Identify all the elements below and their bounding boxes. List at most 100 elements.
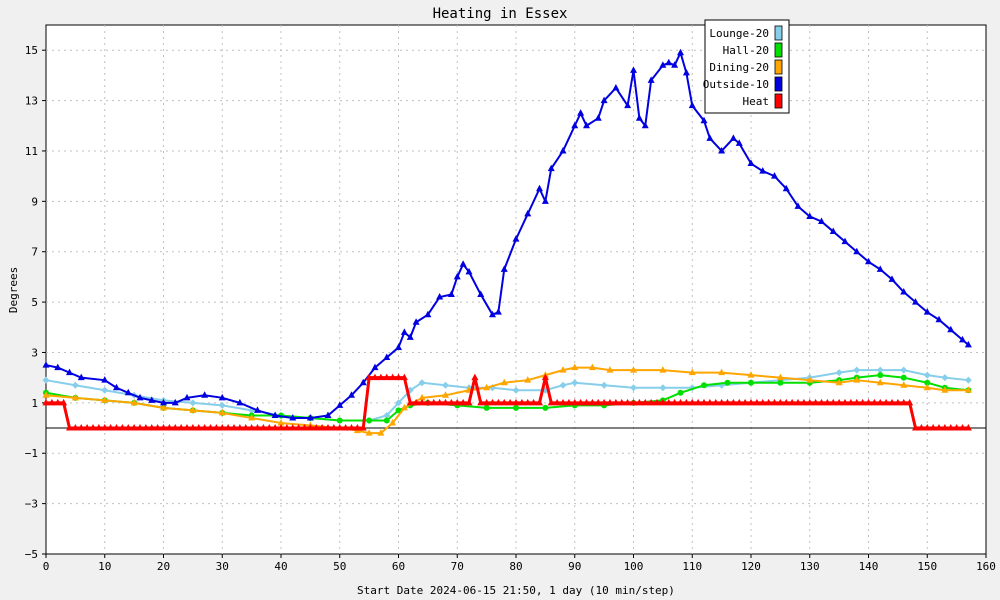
outside-10-point — [818, 217, 825, 224]
hall-20-point — [724, 379, 731, 386]
heat-point — [506, 398, 514, 406]
dining-20-point — [659, 366, 667, 373]
heat-point — [647, 398, 655, 406]
heat-point — [324, 424, 332, 431]
heat-point — [265, 424, 273, 431]
heat-point — [113, 424, 120, 431]
lounge-20-point — [218, 401, 226, 409]
x-tick-label: 40 — [274, 560, 287, 573]
heat-point — [806, 398, 814, 406]
outside-10-point — [477, 290, 485, 298]
heat-point — [865, 398, 872, 406]
heat-point — [259, 424, 267, 431]
series-heat — [42, 373, 972, 431]
heat-point — [224, 424, 232, 431]
outside-10-point — [841, 237, 849, 245]
heat-point — [148, 424, 156, 431]
dining-20-point — [389, 419, 397, 426]
heat-point — [42, 398, 50, 406]
heat-point — [841, 398, 849, 406]
y-tick-label: 9 — [31, 195, 38, 208]
heat-point — [812, 398, 820, 406]
lounge-20-point — [900, 366, 908, 374]
y-tick-label: −5 — [25, 548, 38, 561]
outside-10-point — [600, 96, 608, 104]
outside-10-point — [794, 202, 802, 209]
outside-10-point — [959, 335, 966, 343]
heat-point — [588, 398, 596, 406]
heat-point — [436, 398, 444, 406]
x-tick-label: 160 — [976, 560, 996, 573]
heat-point — [917, 424, 925, 431]
y-tick-label: 11 — [25, 145, 38, 158]
outside-10-point — [718, 146, 726, 154]
x-tick-label: 140 — [859, 560, 879, 573]
heat-point — [724, 398, 731, 406]
outside-10-point — [42, 361, 50, 368]
dining-20-point — [964, 386, 972, 393]
dining-20-point — [853, 376, 861, 383]
outside-10-point — [359, 378, 367, 386]
outside-10-point — [935, 315, 943, 323]
outside-10-point — [54, 363, 62, 371]
legend-label-outside-10: Outside-10 — [703, 78, 769, 91]
outside-10-point — [395, 343, 402, 350]
lounge-20-point — [923, 371, 931, 379]
legend: Lounge-20 Hall-20 Dining-20 Outside-10 Heat — [703, 19, 790, 114]
heat-point — [518, 398, 526, 406]
heat-point — [600, 398, 608, 406]
outside-10-point — [459, 260, 467, 267]
hall-20-point — [748, 379, 754, 386]
heat-point — [782, 398, 790, 406]
hall-20-point — [777, 379, 784, 386]
heat-point — [624, 398, 632, 406]
outside-10-point — [494, 308, 502, 315]
heat-point — [706, 398, 714, 406]
x-tick-label: 10 — [98, 560, 111, 573]
outside-10-point — [782, 184, 790, 192]
heat-point — [277, 424, 285, 431]
outside-10-point — [688, 101, 696, 109]
dining-20-point — [718, 368, 726, 376]
heat-point — [424, 398, 432, 406]
x-tick-label: 80 — [509, 560, 522, 573]
heat-point — [829, 398, 837, 406]
heat-point — [729, 398, 737, 406]
heat-point — [254, 424, 261, 431]
hall-20-point — [542, 404, 549, 411]
outside-10-point — [923, 308, 931, 315]
heat-point — [430, 398, 438, 406]
outside-10-point — [160, 398, 167, 406]
heat-point — [923, 424, 931, 431]
heat-point — [847, 398, 855, 406]
axis-ticks: 0 10 20 30 40 50 60 70 80 90 100 110 120 130 140 150 160… — [25, 44, 996, 573]
heat-point — [912, 424, 919, 431]
outside-10-point — [447, 290, 455, 298]
heat-point — [947, 424, 955, 431]
lounge-20-point — [876, 366, 884, 374]
outside-10-point — [571, 121, 579, 129]
outside-10-point — [647, 76, 655, 83]
outside-10-point — [876, 265, 884, 272]
dining-20-point — [218, 408, 226, 416]
outside-10-point — [348, 391, 355, 398]
outside-10-point — [465, 267, 473, 275]
heat-point — [712, 398, 720, 406]
lounge-20-point — [383, 411, 391, 419]
heat-point — [794, 398, 802, 406]
heat-point — [853, 398, 861, 406]
lounge-20-point — [418, 379, 426, 387]
heat-point — [741, 398, 749, 406]
y-tick-label: −3 — [25, 498, 38, 511]
heat-point — [882, 398, 890, 406]
x-axis-label: Start Date 2024-06-15 21:50, 1 day (10 m… — [357, 584, 675, 597]
heat-point — [118, 424, 126, 431]
lounge-20-point — [559, 381, 567, 389]
dining-20-point — [900, 381, 908, 388]
outside-10-point — [536, 184, 543, 192]
dining-20-point — [524, 376, 532, 383]
outside-10-point — [641, 121, 649, 129]
outside-10-point — [947, 325, 955, 333]
outside-10-point — [612, 83, 620, 91]
heat-point — [512, 398, 520, 406]
